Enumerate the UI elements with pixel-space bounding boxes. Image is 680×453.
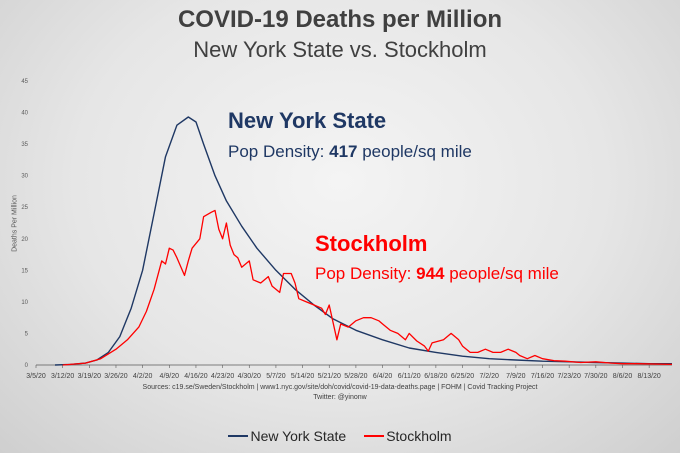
y-tick-label: 5 [25, 331, 29, 337]
series-line-stockholm [62, 209, 673, 366]
y-tick-label: 45 [21, 79, 28, 85]
annotation-stockholm-value: 944 [416, 264, 445, 283]
y-tick-label: 30 [21, 174, 28, 180]
annotation-ny-value: 417 [329, 142, 358, 161]
x-tick-label: 5/21/20 [318, 373, 341, 380]
series-line-new-york-state [54, 116, 672, 366]
chart-title: COVID-19 Deaths per Million [177, 6, 503, 33]
y-tick-label: 20 [21, 237, 28, 243]
legend-label-ny: New York State [250, 428, 347, 444]
x-tick-label: 7/2/20 [479, 373, 499, 380]
y-tick-label: 40 [21, 111, 28, 117]
legend-swatch-stockholm [364, 435, 385, 437]
y-tick-label: 35 [21, 142, 28, 148]
chart-subtitle: New York State vs. Stockholm [193, 37, 487, 62]
legend-label-stockholm: Stockholm [386, 428, 452, 444]
x-tick-label: 6/18/20 [424, 373, 447, 380]
x-tick-label: 4/9/20 [160, 373, 180, 380]
y-axis-label: Deaths Per Million [11, 195, 19, 252]
x-tick-label: 3/19/20 [78, 373, 101, 380]
x-tick-label: 8/6/20 [613, 373, 633, 380]
x-tick-label: 8/13/20 [637, 373, 660, 380]
annotation-stockholm-suffix: people/sq mile [444, 264, 559, 283]
x-tick-label: 5/28/20 [344, 373, 367, 380]
sources-text: Sources: c19.se/Sweden/Stockholm | www1.… [142, 384, 538, 391]
legend-swatch-ny [228, 435, 249, 437]
x-tick-label: 4/16/20 [184, 373, 207, 380]
x-tick-label: 6/4/20 [373, 373, 393, 380]
x-tick-label: 7/23/20 [557, 373, 580, 380]
twitter-handle: Twitter: @yinonw [313, 394, 367, 401]
legend-item-ny: New York State [228, 428, 346, 444]
sources-note: Sources: c19.se/Sweden/Stockholm | www1.… [0, 383, 680, 403]
x-tick-label: 7/16/20 [531, 373, 554, 380]
x-tick-label: 5/14/20 [291, 373, 314, 380]
annotation-ny-suffix: people/sq mile [357, 142, 472, 161]
annotation-stockholm-title: Stockholm [315, 231, 428, 256]
x-tick-label: 6/11/20 [398, 373, 421, 380]
x-tick-label: 4/30/20 [238, 373, 261, 380]
x-tick-label: 4/2/20 [133, 373, 153, 380]
y-tick-label: 0 [25, 363, 29, 369]
x-tick-label: 4/23/20 [211, 373, 234, 380]
x-tick-label: 3/26/20 [104, 373, 127, 380]
x-tick-label: 6/25/20 [451, 373, 474, 380]
y-tick-label: 10 [21, 300, 28, 306]
x-tick-label: 7/9/20 [506, 373, 526, 380]
annotation-ny-density: Pop Density: 417 people/sq mile [228, 142, 472, 162]
legend-item-stockholm: Stockholm [364, 428, 452, 444]
x-tick-label: 3/5/20 [26, 373, 46, 380]
annotation-ny-title: New York State [228, 108, 387, 133]
x-tick-label: 7/30/20 [584, 373, 607, 380]
x-tick-label: 5/7/20 [266, 373, 286, 380]
legend: New York State Stockholm [0, 428, 680, 444]
annotation-stockholm-density: Pop Density: 944 people/sq mile [315, 264, 559, 284]
y-tick-label: 25 [21, 205, 28, 211]
annotation-stockholm-prefix: Pop Density: [315, 264, 417, 283]
x-tick-label: 3/12/20 [51, 373, 74, 380]
annotation-ny-prefix: Pop Density: [228, 142, 330, 161]
y-tick-label: 15 [21, 268, 28, 274]
